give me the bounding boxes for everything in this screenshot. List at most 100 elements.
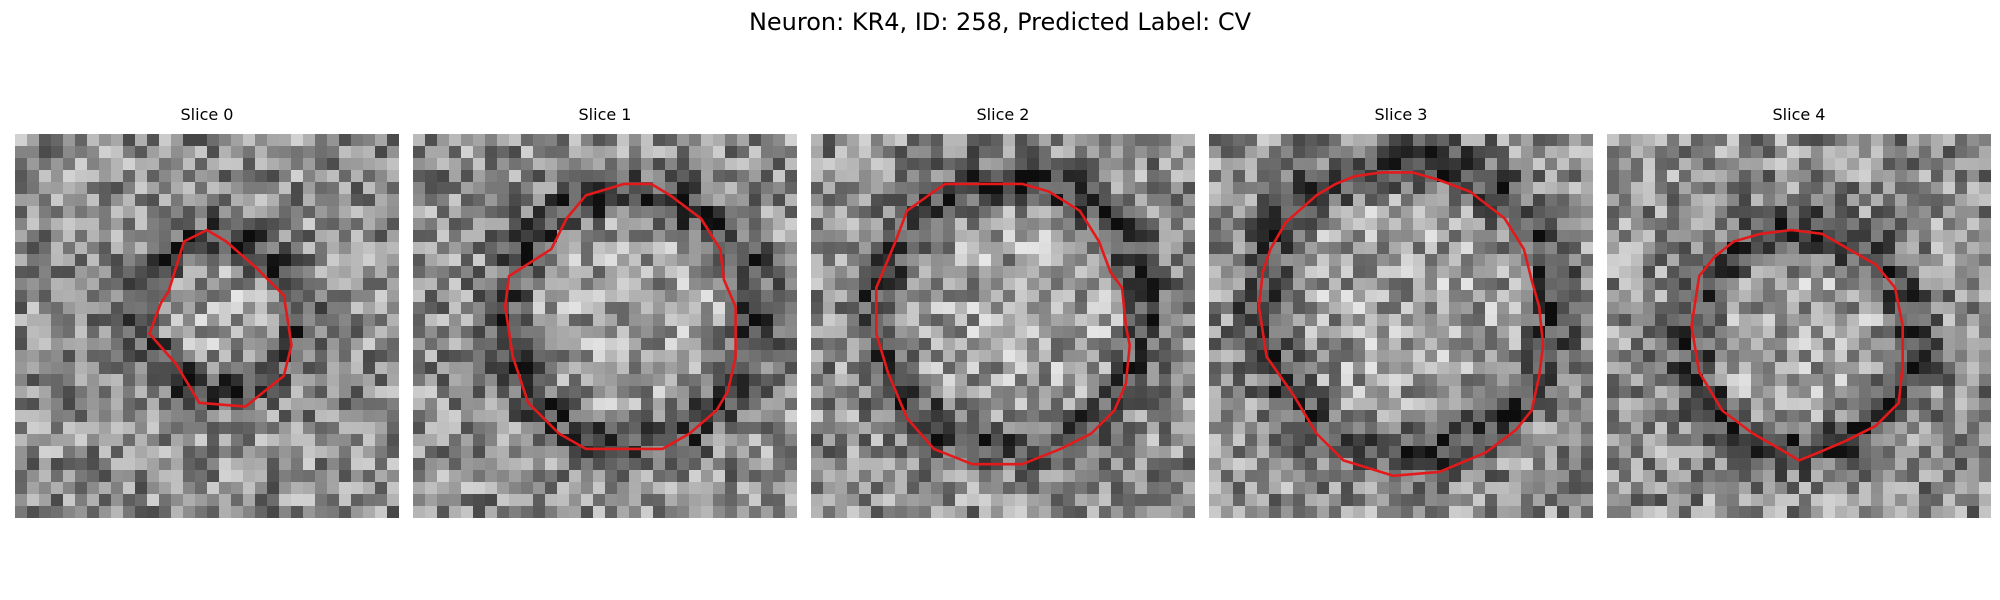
pixel: [279, 374, 292, 387]
pixel: [1317, 170, 1330, 183]
pixel: [967, 434, 980, 447]
pixel: [569, 278, 582, 291]
pixel: [1823, 206, 1836, 219]
pixel: [1521, 326, 1534, 339]
pixel: [1147, 134, 1160, 147]
pixel: [425, 338, 438, 351]
pixel: [569, 158, 582, 171]
pixel: [1835, 386, 1848, 399]
pixel: [509, 422, 522, 435]
pixel: [605, 326, 618, 339]
pixel: [1871, 278, 1884, 291]
pixel: [1365, 506, 1378, 518]
pixel: [413, 266, 426, 279]
pixel: [1269, 278, 1282, 291]
pixel: [87, 146, 100, 159]
pixel: [75, 146, 88, 159]
pixel: [847, 374, 860, 387]
pixel: [1135, 278, 1148, 291]
pixel: [1051, 506, 1064, 518]
pixel: [761, 374, 774, 387]
pixel: [1497, 278, 1510, 291]
pixel: [171, 422, 184, 435]
pixel: [725, 146, 738, 159]
pixel: [653, 458, 666, 471]
pixel: [1557, 302, 1570, 315]
pixel: [907, 494, 920, 507]
pixel: [473, 470, 486, 483]
pixel: [1135, 290, 1148, 303]
pixel: [785, 206, 797, 219]
pixel: [1509, 326, 1522, 339]
pixel: [979, 302, 992, 315]
pixel: [1557, 422, 1570, 435]
pixel: [497, 446, 510, 459]
pixel: [267, 434, 280, 447]
pixel: [1763, 398, 1776, 411]
pixel: [387, 398, 399, 411]
pixel: [1751, 290, 1764, 303]
pixel: [1209, 362, 1222, 375]
pixel: [1437, 302, 1450, 315]
pixel: [557, 302, 570, 315]
pixel: [629, 374, 642, 387]
pixel: [327, 398, 340, 411]
pixel: [1811, 194, 1824, 207]
pixel: [159, 362, 172, 375]
pixel: [1655, 398, 1668, 411]
pixel: [449, 206, 462, 219]
pixel: [545, 158, 558, 171]
pixel: [1099, 302, 1112, 315]
pixel: [1183, 410, 1195, 423]
pixel: [111, 338, 124, 351]
pixel: [255, 338, 268, 351]
pixel: [1485, 290, 1498, 303]
pixel: [1353, 290, 1366, 303]
pixel: [737, 218, 750, 231]
pixel: [713, 494, 726, 507]
pixel: [509, 398, 522, 411]
pixel: [1159, 350, 1172, 363]
pixel: [1003, 314, 1016, 327]
pixel: [27, 242, 40, 255]
pixel: [955, 422, 968, 435]
pixel: [1413, 458, 1426, 471]
pixel: [1631, 218, 1644, 231]
pixel: [1667, 266, 1680, 279]
pixel: [1051, 182, 1064, 195]
pixel: [1727, 458, 1740, 471]
pixel: [1245, 494, 1258, 507]
pixel: [1581, 350, 1593, 363]
pixel: [1401, 374, 1414, 387]
pixel: [195, 494, 208, 507]
pixel: [1619, 338, 1632, 351]
pixel: [1245, 326, 1258, 339]
pixel: [1329, 470, 1342, 483]
pixel: [1955, 206, 1968, 219]
pixel: [135, 350, 148, 363]
pixel: [1485, 494, 1498, 507]
pixel: [387, 386, 399, 399]
pixel: [713, 374, 726, 387]
pixel: [1437, 362, 1450, 375]
pixel: [943, 158, 956, 171]
pixel: [231, 314, 244, 327]
pixel: [1449, 254, 1462, 267]
pixel: [761, 278, 774, 291]
pixel: [339, 398, 352, 411]
pixel: [1233, 374, 1246, 387]
pixel: [581, 146, 594, 159]
pixel: [1209, 482, 1222, 495]
pixel: [1955, 170, 1968, 183]
pixel: [1269, 146, 1282, 159]
pixel: [1027, 350, 1040, 363]
pixel: [1413, 434, 1426, 447]
pixel: [883, 446, 896, 459]
pixel: [1557, 254, 1570, 267]
pixel: [1003, 374, 1016, 387]
pixel: [51, 170, 64, 183]
pixel: [207, 338, 220, 351]
pixel: [1557, 326, 1570, 339]
pixel: [1883, 410, 1896, 423]
pixel: [1931, 206, 1944, 219]
